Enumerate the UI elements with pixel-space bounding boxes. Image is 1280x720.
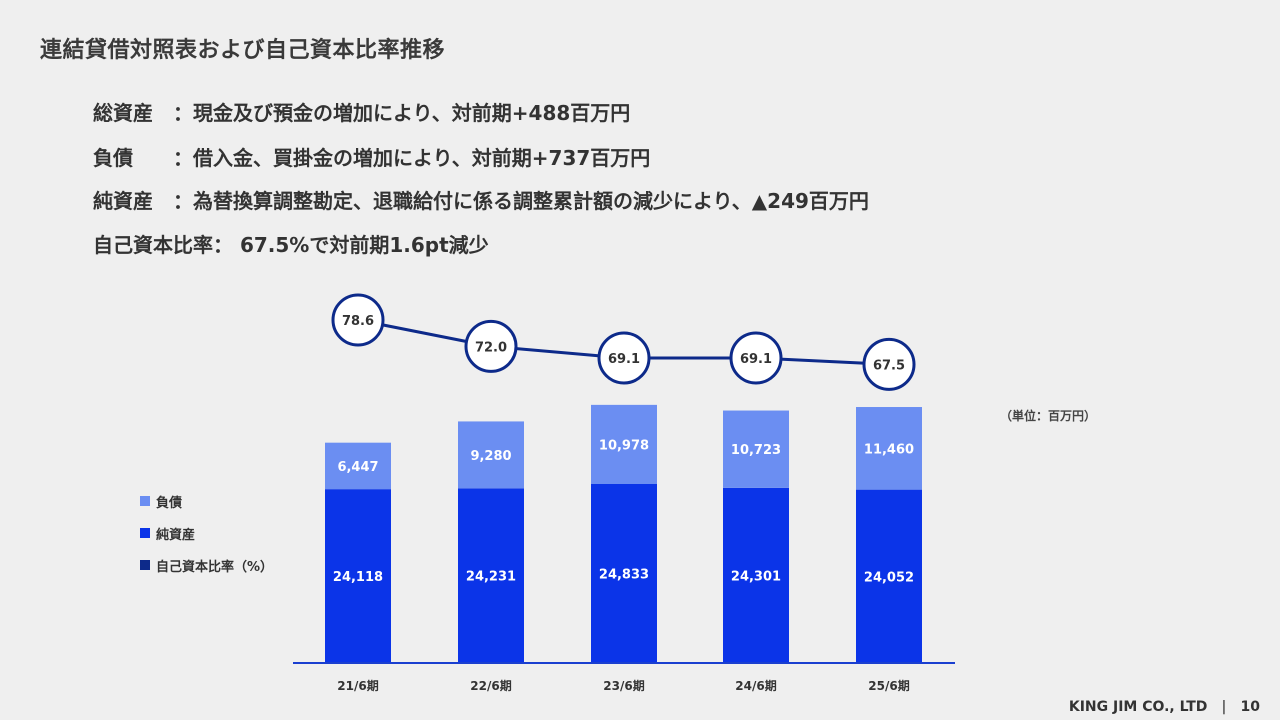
data-label-net-assets: 24,052 bbox=[864, 570, 914, 585]
legend-label-liabilities: 負債 bbox=[156, 495, 183, 511]
equity-ratio-label: 69.1 bbox=[608, 352, 640, 367]
data-label-net-assets: 24,118 bbox=[333, 570, 383, 585]
x-tick-label: 25/6期 bbox=[868, 678, 909, 693]
legend-swatch-net-assets bbox=[140, 528, 150, 538]
x-tick-label: 24/6期 bbox=[735, 678, 776, 693]
equity-ratio-point bbox=[331, 293, 385, 347]
data-label-net-assets: 24,231 bbox=[466, 570, 516, 585]
bar-net-assets bbox=[458, 488, 524, 663]
summary-label: 自己資本比率 bbox=[93, 233, 213, 257]
page-title: 連結貸借対照表および自己資本比率推移 bbox=[40, 38, 446, 63]
summary-label: 総資産 bbox=[93, 101, 153, 125]
bar-net-assets bbox=[325, 489, 391, 663]
bar-net-assets bbox=[856, 489, 922, 663]
data-label-liabilities: 6,447 bbox=[337, 460, 378, 475]
bar-liabilities bbox=[591, 404, 657, 484]
bar-liabilities bbox=[325, 442, 391, 490]
bar-liabilities bbox=[856, 407, 922, 490]
equity-ratio-point bbox=[597, 331, 651, 385]
summary-equity-ratio: 自己資本比率： 67.5%で対前期1.6pt減少 bbox=[93, 229, 489, 258]
summary-label: 純資産 bbox=[93, 189, 153, 213]
chart-legend: 負債 純資産 自己資本比率（%） bbox=[140, 493, 273, 589]
summary-text: ：現金及び預金の増加により、対前期+488百万円 bbox=[173, 101, 631, 125]
legend-label-net-assets: 純資産 bbox=[156, 527, 196, 543]
data-label-liabilities: 10,978 bbox=[599, 438, 649, 453]
data-label-net-assets: 24,833 bbox=[599, 567, 649, 582]
legend-item-liabilities: 負債 bbox=[140, 493, 273, 511]
equity-ratio-point bbox=[862, 337, 916, 391]
footer-company: KING JIM CO., LTD bbox=[1068, 699, 1208, 715]
summary-net-assets: 純資産 ：為替換算調整勘定、退職給付に係る調整累計額の減少により、▲249百万円 bbox=[93, 185, 869, 214]
summary-text: ：借入金、買掛金の増加により、対前期+737百万円 bbox=[173, 146, 651, 170]
page-number: 10 bbox=[1240, 699, 1260, 715]
equity-ratio-label: 78.6 bbox=[342, 314, 374, 329]
equity-ratio-point bbox=[729, 331, 783, 385]
data-label-liabilities: 11,460 bbox=[864, 442, 914, 457]
data-label-liabilities: 10,723 bbox=[731, 443, 781, 458]
x-tick-label: 21/6期 bbox=[337, 678, 378, 693]
equity-ratio-label: 69.1 bbox=[740, 352, 772, 367]
summary-text: ： 67.5%で対前期1.6pt減少 bbox=[213, 233, 489, 257]
x-tick-label: 22/6期 bbox=[470, 678, 511, 693]
legend-item-equity-ratio: 自己資本比率（%） bbox=[140, 557, 274, 575]
bar-liabilities bbox=[723, 410, 789, 488]
equity-ratio-point bbox=[464, 319, 518, 373]
legend-item-net-assets: 純資産 bbox=[140, 525, 273, 543]
footer: KING JIM CO., LTD | 10 bbox=[1069, 699, 1260, 715]
legend-label-equity-ratio: 自己資本比率（%） bbox=[156, 559, 274, 575]
x-tick-label: 23/6期 bbox=[603, 678, 644, 693]
bar-net-assets bbox=[723, 487, 789, 663]
bar-liabilities bbox=[458, 421, 524, 489]
summary-text: ：為替換算調整勘定、退職給付に係る調整累計額の減少により、▲249百万円 bbox=[173, 189, 869, 213]
data-label-net-assets: 24,301 bbox=[731, 569, 781, 584]
unit-note: （単位：百万円） bbox=[1000, 409, 1097, 423]
legend-swatch-liabilities bbox=[140, 496, 150, 506]
equity-ratio-label: 72.0 bbox=[475, 340, 507, 355]
summary-label: 負債 bbox=[93, 146, 133, 170]
data-label-liabilities: 9,280 bbox=[470, 449, 511, 464]
footer-separator: | bbox=[1221, 699, 1227, 715]
bar-net-assets bbox=[591, 483, 657, 663]
legend-swatch-equity-ratio bbox=[140, 560, 150, 570]
summary-total-assets: 総資産 ：現金及び預金の増加により、対前期+488百万円 bbox=[93, 97, 630, 126]
equity-ratio-label: 67.5 bbox=[873, 358, 905, 373]
summary-liabilities: 負債 ：借入金、買掛金の増加により、対前期+737百万円 bbox=[93, 142, 650, 171]
